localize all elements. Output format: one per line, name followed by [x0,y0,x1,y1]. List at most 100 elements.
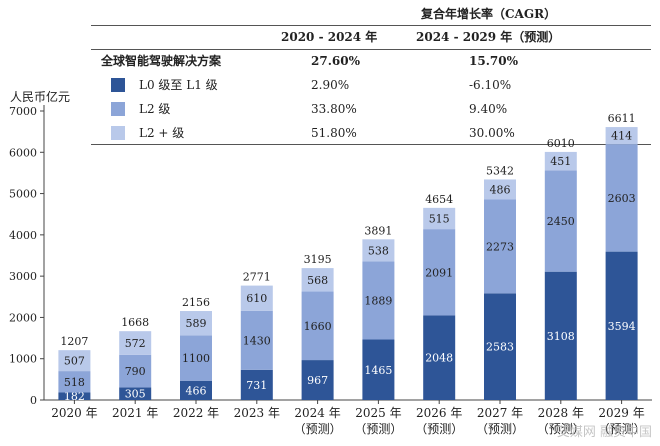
y-tick-label: 3000 [9,270,37,283]
row-label: L2 级 [139,102,171,116]
table-row-global: 全球智能驾驶解决方案 27.60% 15.70% [101,50,651,72]
bar-segment-1 [605,251,638,400]
cagr-table-title: 复合年增长率（CAGR） [421,7,557,21]
bar-value-label: 1465 [364,364,392,377]
bar-total-label: 2156 [182,296,210,309]
bar-total-label: 4654 [425,193,453,206]
x-tick-note: （预测） [294,422,342,436]
x-tick-label: 2026 年 [416,406,462,420]
bar-value-label: 610 [246,292,267,305]
y-tick-label: 1000 [9,353,37,366]
bar-value-label: 589 [186,317,207,330]
y-tick-label: 4000 [9,229,37,242]
bar-segment-3 [240,285,273,311]
bar-value-label: 1660 [304,320,332,333]
legend-swatch-l2 [111,102,125,116]
table-row-l2-plus: L2 + 级 51.80% 30.00% [101,122,651,144]
table-row-l0-l1: L0 级至 L1 级 2.90% -6.10% [101,74,651,96]
x-tick-note: （预测） [598,422,646,436]
bar-segment-2 [119,354,152,388]
bar-segment-2 [605,144,638,252]
bar-value-label: 2583 [486,341,514,354]
x-tick-label: 2027 年 [477,406,523,420]
table-rule-top [91,25,651,26]
bar-segment-1 [484,293,516,400]
bar-value-label: 3108 [547,330,575,343]
row-value-2: -6.10% [469,78,512,92]
bar-value-label: 790 [125,365,146,378]
bar-value-label: 1889 [364,295,392,308]
x-tick-note: （预测） [354,422,402,436]
bar-total-label: 6611 [608,112,636,125]
bar-value-label: 305 [125,388,146,401]
bar-segment-1 [362,339,395,400]
bar-segment-1 [423,315,456,400]
row-value-1: 27.60% [311,54,360,68]
bar-segment-3 [544,151,577,171]
y-tick-label: 5000 [9,188,37,201]
y-tick-label: 6000 [9,146,37,159]
row-value-1: 33.80% [311,102,357,116]
bar-segment-2 [544,170,577,272]
bar-total-label: 1207 [60,335,88,348]
row-value-1: 51.80% [311,126,357,140]
bar-value-label: 3594 [608,320,636,333]
bar-value-label: 2048 [425,352,453,365]
bar-segment-3 [301,268,334,292]
row-value-2: 15.70% [469,54,518,68]
bar-segment-3 [362,239,395,262]
bar-segment-2 [362,261,395,340]
bar-segment-1 [240,369,273,400]
bar-total-label: 5342 [486,164,514,177]
bar-value-label: 414 [611,130,632,143]
row-label: L0 级至 L1 级 [139,78,218,92]
x-tick-label: 2023 年 [234,406,280,420]
bar-value-label: 515 [429,212,450,225]
x-tick-label: 2022 年 [173,406,219,420]
bar-total-label: 2771 [243,271,271,284]
y-tick-label: 2000 [9,311,37,324]
bar-value-label: 731 [246,379,267,392]
bar-value-label: 572 [125,337,146,350]
col-header-2024-2029: 2024 - 2029 年（预测） [416,30,561,44]
bar-total-label: 1668 [121,316,149,329]
bar-value-label: 568 [307,274,328,287]
bar-segment-2 [423,229,456,316]
bar-segment-3 [484,179,516,200]
bar-segment-2 [58,371,91,393]
table-row-l2: L2 级 33.80% 9.40% [101,98,651,120]
row-label: 全球智能驾驶解决方案 [101,54,222,68]
bar-segment-2 [301,291,334,361]
table-rule-bottom [91,144,651,145]
bar-value-label: 466 [186,384,207,397]
bar-value-label: 486 [490,183,511,196]
bar-segment-2 [240,310,273,370]
x-tick-note: （预测） [537,422,585,436]
bar-total-label: 6010 [547,137,575,150]
x-tick-label: 2025 年 [355,406,401,420]
bar-segment-2 [180,335,212,381]
table-rule-mid [91,49,651,50]
bar-segment-3 [423,207,456,230]
y-tick-label: 7000 [9,105,37,118]
bar-segment-3 [58,350,91,372]
bar-segment-3 [119,331,152,355]
bar-value-label: 2091 [425,266,453,279]
bar-value-label: 2603 [608,192,636,205]
row-value-1: 2.90% [311,78,350,92]
y-axis-unit-label: 人民币亿元 [10,90,71,104]
x-tick-label: 2020 年 [51,406,97,420]
bar-total-label: 3891 [364,224,392,237]
row-label: L2 + 级 [139,126,185,140]
legend-swatch-l2-plus [111,126,125,140]
row-value-2: 30.00% [469,126,515,140]
bar-segment-3 [605,127,638,145]
bar-segment-1 [180,380,212,400]
bar-segment-1 [301,360,334,400]
bar-value-label: 1430 [243,334,271,347]
bar-value-label: 2273 [486,240,514,253]
bar-value-label: 507 [64,355,85,368]
x-tick-label: 2029 年 [598,406,644,420]
